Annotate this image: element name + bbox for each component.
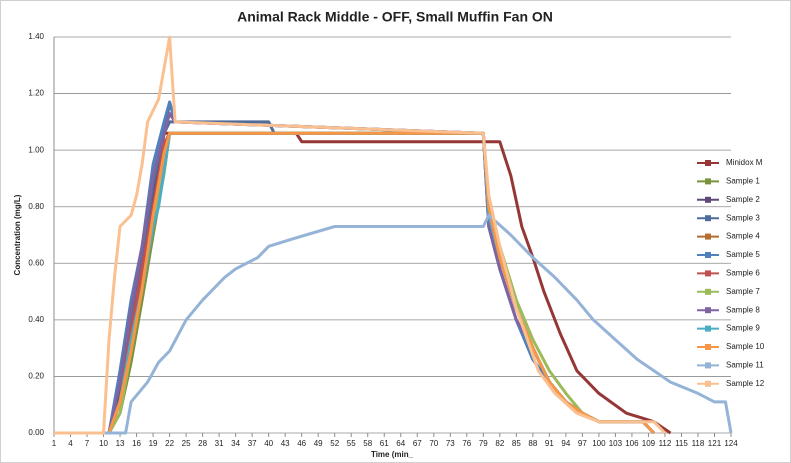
legend-marker — [705, 252, 711, 258]
x-tick-label: 76 — [462, 439, 471, 448]
y-tick-label: 0.00 — [28, 428, 44, 437]
x-tick-label: 61 — [380, 439, 389, 448]
legend-label: Sample 10 — [726, 342, 765, 351]
x-tick-label: 7 — [85, 439, 90, 448]
x-axis-label: Time (min_ — [371, 450, 414, 459]
x-tick-label: 88 — [528, 439, 537, 448]
y-tick-label: 0.40 — [28, 315, 44, 324]
legend-marker — [705, 215, 711, 222]
x-tick-label: 52 — [330, 439, 339, 448]
x-tick-label: 109 — [642, 439, 656, 448]
legend-label: Sample 4 — [726, 232, 760, 241]
legend-label: Sample 6 — [726, 269, 760, 278]
x-tick-label: 85 — [512, 439, 521, 448]
y-axis-label: Concentration (mg/L) — [13, 194, 22, 275]
x-tick-label: 55 — [347, 439, 356, 448]
y-tick-label: 1.00 — [28, 145, 44, 154]
legend-label: Minidox M — [726, 158, 763, 167]
x-tick-label: 97 — [578, 439, 587, 448]
x-tick-label: 67 — [413, 439, 422, 448]
x-tick-label: 1 — [52, 439, 57, 448]
legend-marker — [705, 325, 711, 332]
legend-label: Sample 1 — [726, 177, 760, 186]
legend-label: Sample 5 — [726, 250, 760, 259]
x-tick-label: 82 — [495, 439, 504, 448]
x-tick-label: 4 — [68, 439, 73, 448]
legend-marker — [705, 362, 711, 369]
y-tick-label: 1.20 — [28, 89, 44, 98]
x-tick-label: 37 — [248, 439, 257, 448]
x-tick-label: 73 — [446, 439, 455, 448]
x-tick-label: 13 — [116, 439, 125, 448]
legend-marker — [705, 178, 711, 185]
legend-marker — [705, 233, 711, 240]
legend-label: Sample 9 — [726, 324, 760, 333]
x-tick-label: 118 — [692, 439, 705, 448]
x-tick-label: 100 — [592, 439, 606, 448]
chart-title: Animal Rack Middle - OFF, Small Muffin F… — [237, 9, 553, 25]
series-line — [54, 35, 667, 435]
x-tick-label: 19 — [149, 439, 158, 448]
legend-marker — [705, 270, 711, 277]
x-tick-label: 124 — [724, 439, 738, 448]
x-tick-label: 94 — [561, 439, 570, 448]
legend-marker — [705, 344, 711, 350]
x-tick-label: 10 — [99, 439, 108, 448]
x-tick-label: 43 — [281, 439, 290, 448]
y-tick-label: 0.20 — [28, 372, 44, 381]
x-tick-label: 106 — [625, 439, 639, 448]
series-line — [54, 213, 733, 435]
x-tick-label: 28 — [198, 439, 207, 448]
x-tick-label: 70 — [429, 439, 438, 448]
y-tick-label: 0.80 — [28, 202, 44, 211]
x-tick-label: 40 — [264, 439, 273, 448]
legend-label: Sample 7 — [726, 287, 760, 296]
legend-label: Sample 11 — [726, 361, 764, 370]
legend-marker — [705, 288, 711, 295]
legend-label: Sample 12 — [726, 379, 765, 388]
legend-marker — [705, 307, 711, 314]
x-tick-label: 49 — [314, 439, 323, 448]
x-tick-label: 31 — [215, 439, 224, 448]
legend-marker — [705, 196, 711, 203]
y-tick-label: 1.40 — [28, 32, 44, 41]
x-tick-label: 64 — [396, 439, 405, 448]
x-tick-label: 22 — [165, 439, 174, 448]
x-tick-label: 112 — [659, 439, 672, 448]
legend-label: Sample 3 — [726, 213, 760, 222]
legend-marker — [705, 380, 711, 387]
legend-label: Sample 2 — [726, 195, 760, 204]
legend-label: Sample 8 — [726, 305, 760, 314]
x-tick-label: 16 — [132, 439, 141, 448]
y-tick-label: 0.60 — [28, 258, 44, 267]
x-tick-label: 121 — [708, 439, 722, 448]
legend-marker — [705, 160, 711, 166]
x-tick-label: 103 — [609, 439, 623, 448]
x-tick-label: 46 — [297, 439, 306, 448]
x-tick-label: 34 — [231, 439, 240, 448]
x-tick-label: 91 — [545, 439, 554, 448]
x-tick-label: 25 — [182, 439, 191, 448]
x-tick-label: 115 — [675, 439, 688, 448]
x-tick-label: 79 — [479, 439, 488, 448]
x-tick-label: 58 — [363, 439, 372, 448]
